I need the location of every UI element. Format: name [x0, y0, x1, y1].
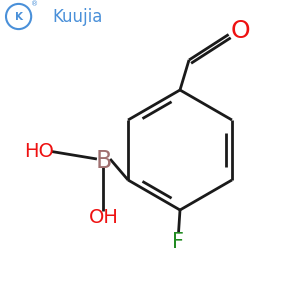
Text: K: K [15, 11, 22, 22]
Text: ®: ® [31, 1, 38, 7]
Text: HO: HO [24, 142, 54, 161]
Text: F: F [172, 232, 184, 251]
Text: OH: OH [88, 208, 119, 227]
Text: O: O [230, 20, 250, 44]
Text: B: B [95, 148, 112, 172]
Text: Kuujia: Kuujia [52, 8, 103, 26]
